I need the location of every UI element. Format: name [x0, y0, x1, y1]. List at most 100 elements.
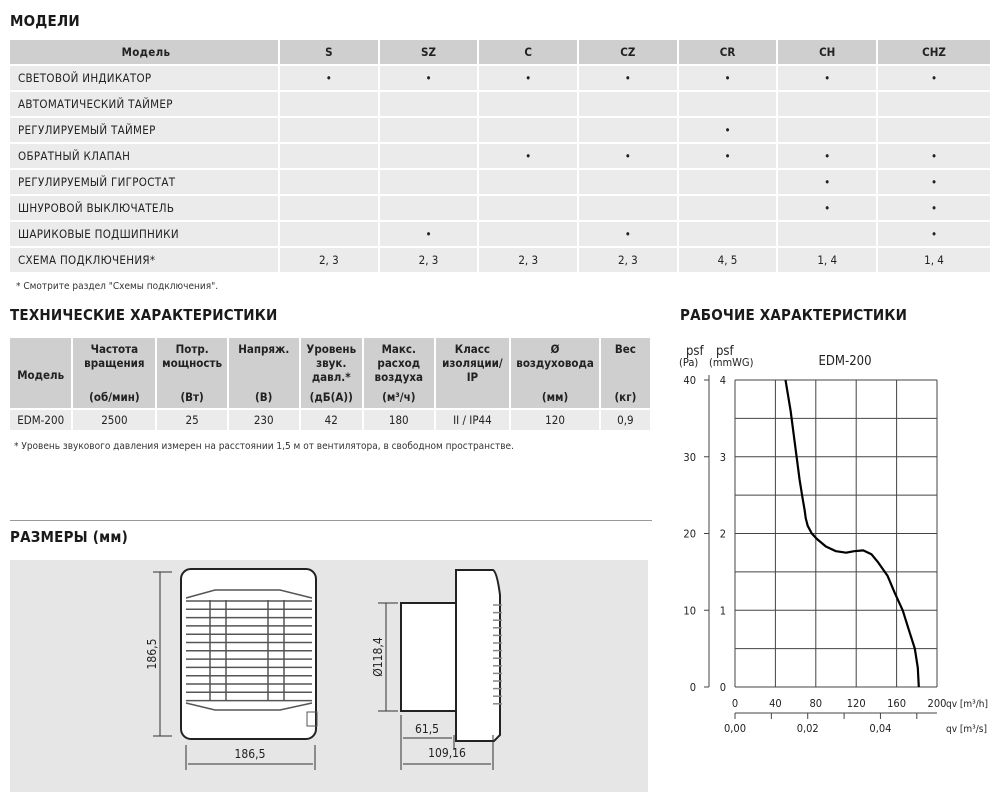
feature-cell: 1, 4 [778, 248, 877, 272]
feature-cell [778, 92, 877, 116]
column-header-ch: CH [778, 40, 877, 64]
feature-cell: 2, 3 [379, 248, 478, 272]
models-footnote: * Смотрите раздел "Схемы подключения". [16, 281, 219, 292]
feature-cell [379, 118, 478, 142]
feature-cell: 1, 4 [878, 248, 990, 272]
dimension-drawing: 186,5 186,5 Ø118,4 61,5 109,16 [10, 560, 648, 792]
feature-cell [479, 222, 578, 246]
column-header-cr: CR [678, 40, 777, 64]
feature-label: АВТОМАТИЧЕСКИЙ ТАЙМЕР [10, 92, 278, 116]
feature-cell: 2, 3 [479, 248, 578, 272]
tech-footnote: * Уровень звукового давления измерен на … [14, 441, 514, 452]
feature-label: РЕГУЛИРУЕМЫЙ ТАЙМЕР [10, 118, 278, 142]
feature-label: ШНУРОВОЙ ВЫКЛЮЧАТЕЛЬ [10, 196, 278, 220]
tech-cell: 180 [363, 410, 434, 430]
performance-title: РАБОЧИЕ ХАРАКТЕРИСТИКИ [680, 306, 908, 324]
feature-cell [280, 196, 378, 220]
duct-depth-label: 61,5 [415, 722, 439, 736]
models-table: Модель S SZ C CZ CR CH CHZ СВЕТОВОЙ ИНДИКАТОР • •… [8, 38, 992, 274]
x-tick-label-m3h: 40 [769, 697, 782, 710]
tech-column-header: Макс. расход воздуха (м³/ч) [363, 338, 434, 408]
louver-bottom [185, 702, 313, 711]
header-unit: (Вт) [180, 390, 204, 404]
y-tick-label-pa: 0 [690, 681, 696, 694]
feature-cell [678, 196, 777, 220]
y-tick-label-mmwg: 0 [720, 681, 726, 694]
column-header-c: C [479, 40, 578, 64]
feature-cell [878, 92, 990, 116]
feature-cell: • [878, 144, 990, 168]
y-tick-label-pa: 10 [683, 604, 696, 617]
header-name: Уровень звук. давл.* [306, 342, 357, 384]
header-name: Напряж. [238, 342, 290, 356]
feature-cell [579, 92, 677, 116]
x-tick-label-m3s: 0,02 [797, 722, 819, 735]
table-row: АВТОМАТИЧЕСКИЙ ТАЙМЕР [10, 92, 990, 116]
feature-cell: • [479, 66, 578, 90]
feature-cell: • [379, 222, 478, 246]
x-tick-label-m3h: 120 [847, 697, 866, 710]
table-row: РЕГУЛИРУЕМЫЙ ГИГРОСТАТ • • [10, 170, 990, 194]
chart-title: EDM-200 [818, 354, 871, 369]
y-tick-label-mmwg: 2 [720, 528, 726, 541]
column-header-model: Модель [10, 40, 278, 64]
y-tick-label-mmwg: 1 [720, 604, 726, 617]
tech-title: ТЕХНИЧЕСКИЕ ХАРАКТЕРИСТИКИ [10, 306, 278, 324]
x-tick-label-m3h: 160 [887, 697, 906, 710]
y-axis-pa-label: psf [686, 344, 705, 359]
x-tick-label-m3h: 80 [810, 697, 823, 710]
header-unit: (мм) [541, 390, 569, 404]
feature-cell: • [579, 222, 677, 246]
table-row: РЕГУЛИРУЕМЫЙ ТАЙМЕР • [10, 118, 990, 142]
front-view [180, 568, 318, 740]
y-tick-label-pa: 40 [683, 374, 696, 387]
header-name: Потр. мощность [162, 342, 223, 370]
tech-column-header: Ø воздуховода (мм) [511, 338, 599, 408]
x-tick-label-m3s: 0,00 [724, 722, 746, 735]
x-tick-label-m3s: 0,04 [869, 722, 891, 735]
feature-label: ШАРИКОВЫЕ ПОДШИПНИКИ [10, 222, 278, 246]
tech-cell: 120 [511, 410, 599, 430]
feature-cell: • [778, 196, 877, 220]
feature-cell [280, 118, 378, 142]
feature-cell [778, 222, 877, 246]
performance-curve [784, 379, 920, 688]
tech-column-header: Вес (кг) [600, 338, 650, 408]
feature-cell [280, 92, 378, 116]
feature-cell [678, 170, 777, 194]
tech-cell: II / IP44 [435, 410, 510, 430]
header-name: Класс изоляции/ IP [442, 342, 503, 384]
tech-column-header: Потр. мощность (Вт) [157, 338, 227, 408]
column-header-cz: CZ [579, 40, 677, 64]
feature-cell: • [579, 66, 677, 90]
tech-column-header: Класс изоляции/ IP [435, 338, 510, 408]
feature-cell: • [778, 66, 877, 90]
feature-cell [479, 196, 578, 220]
feature-cell [379, 196, 478, 220]
header-name: Модель [17, 368, 65, 382]
x-tick-label-m3h: 0 [732, 697, 738, 710]
header-name: Вес [614, 342, 636, 356]
feature-cell [479, 118, 578, 142]
y-tick-label-mmwg: 3 [720, 451, 726, 464]
feature-label: СВЕТОВОЙ ИНДИКАТОР [10, 66, 278, 90]
tech-column-header: Уровень звук. давл.* (дБ(А)) [300, 338, 362, 408]
header-unit: (об/мин) [89, 390, 140, 404]
feature-cell [778, 118, 877, 142]
feature-cell: • [878, 222, 990, 246]
feature-cell: • [878, 196, 990, 220]
header-unit: (В) [255, 390, 273, 404]
feature-label: СХЕМА ПОДКЛЮЧЕНИЯ* [10, 248, 278, 272]
feature-cell [379, 92, 478, 116]
feature-cell: • [678, 118, 777, 142]
tech-cell: 2500 [73, 410, 156, 430]
feature-cell: 4, 5 [678, 248, 777, 272]
column-header-s: S [280, 40, 378, 64]
performance-chart: psf (Pa) psf (mmWG) EDM-200 010203040012… [679, 344, 988, 735]
feature-cell: • [778, 170, 877, 194]
feature-cell: • [280, 66, 378, 90]
header-name: Частота вращения [84, 342, 145, 370]
tech-column-header: Напряж. (В) [228, 338, 299, 408]
side-view [400, 569, 502, 742]
tech-cell: 230 [228, 410, 299, 430]
